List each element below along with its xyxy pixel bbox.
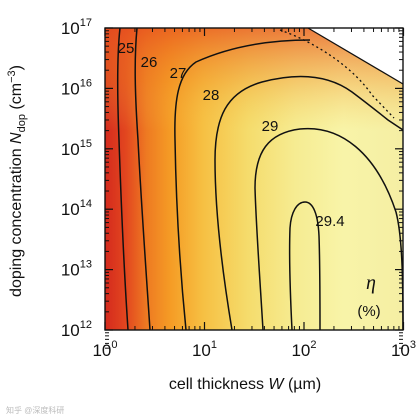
contour-label-26: 26 (141, 54, 158, 71)
x-tick-label: 103 (391, 339, 416, 360)
y-tick-label: 1017 (61, 17, 92, 38)
y-tick-label: 1016 (61, 77, 92, 98)
excluded-edge-line (307, 27, 404, 85)
contour-label-28: 28 (203, 87, 220, 104)
contour-labels: 25 26 27 28 29 29.4 (118, 40, 345, 230)
y-axis-label: doping concentration Ndop (cm−3) (6, 65, 28, 297)
contour-label-25: 25 (118, 40, 135, 57)
eta-label: η (366, 272, 376, 294)
colorbar-annotation: η (%) (357, 272, 380, 320)
x-axis-label: cell thickness W (µm) (169, 376, 321, 393)
eta-unit-label: (%) (357, 303, 380, 320)
contour-line-29 (254, 127, 404, 331)
y-tick-label: 1015 (61, 138, 92, 159)
y-tick-label: 1012 (61, 319, 92, 340)
contour-line-28 (214, 75, 404, 331)
contour-label-27: 27 (170, 65, 187, 82)
contour-line-25 (116, 27, 129, 331)
x-tick-label: 101 (192, 339, 217, 360)
contour-line-29-4 (288, 201, 321, 331)
plot-frame (104, 27, 404, 331)
y-axis-ticks: 1012 1013 1014 1015 1016 1017 (61, 17, 403, 349)
contour-line-27 (174, 39, 311, 331)
x-tick-label: 100 (92, 339, 117, 360)
contour-label-29: 29 (262, 118, 279, 135)
contour-label-29-4: 29.4 (315, 213, 344, 230)
y-tick-label: 1014 (61, 198, 92, 219)
y-tick-label: 1013 (61, 259, 92, 280)
dotted-boundary-line (279, 29, 395, 119)
plot-area: 25 26 27 28 29 29.4 100 101 102 103 1012 1013 1014… (61, 17, 416, 360)
contour-line-26 (134, 27, 151, 331)
heatmap-top-shading (105, 28, 403, 330)
x-tick-label: 102 (291, 339, 316, 360)
x-axis-ticks: 100 101 102 103 (92, 28, 416, 360)
watermark: 知乎 @深度科研 (6, 405, 64, 415)
contour-lines (116, 27, 404, 331)
